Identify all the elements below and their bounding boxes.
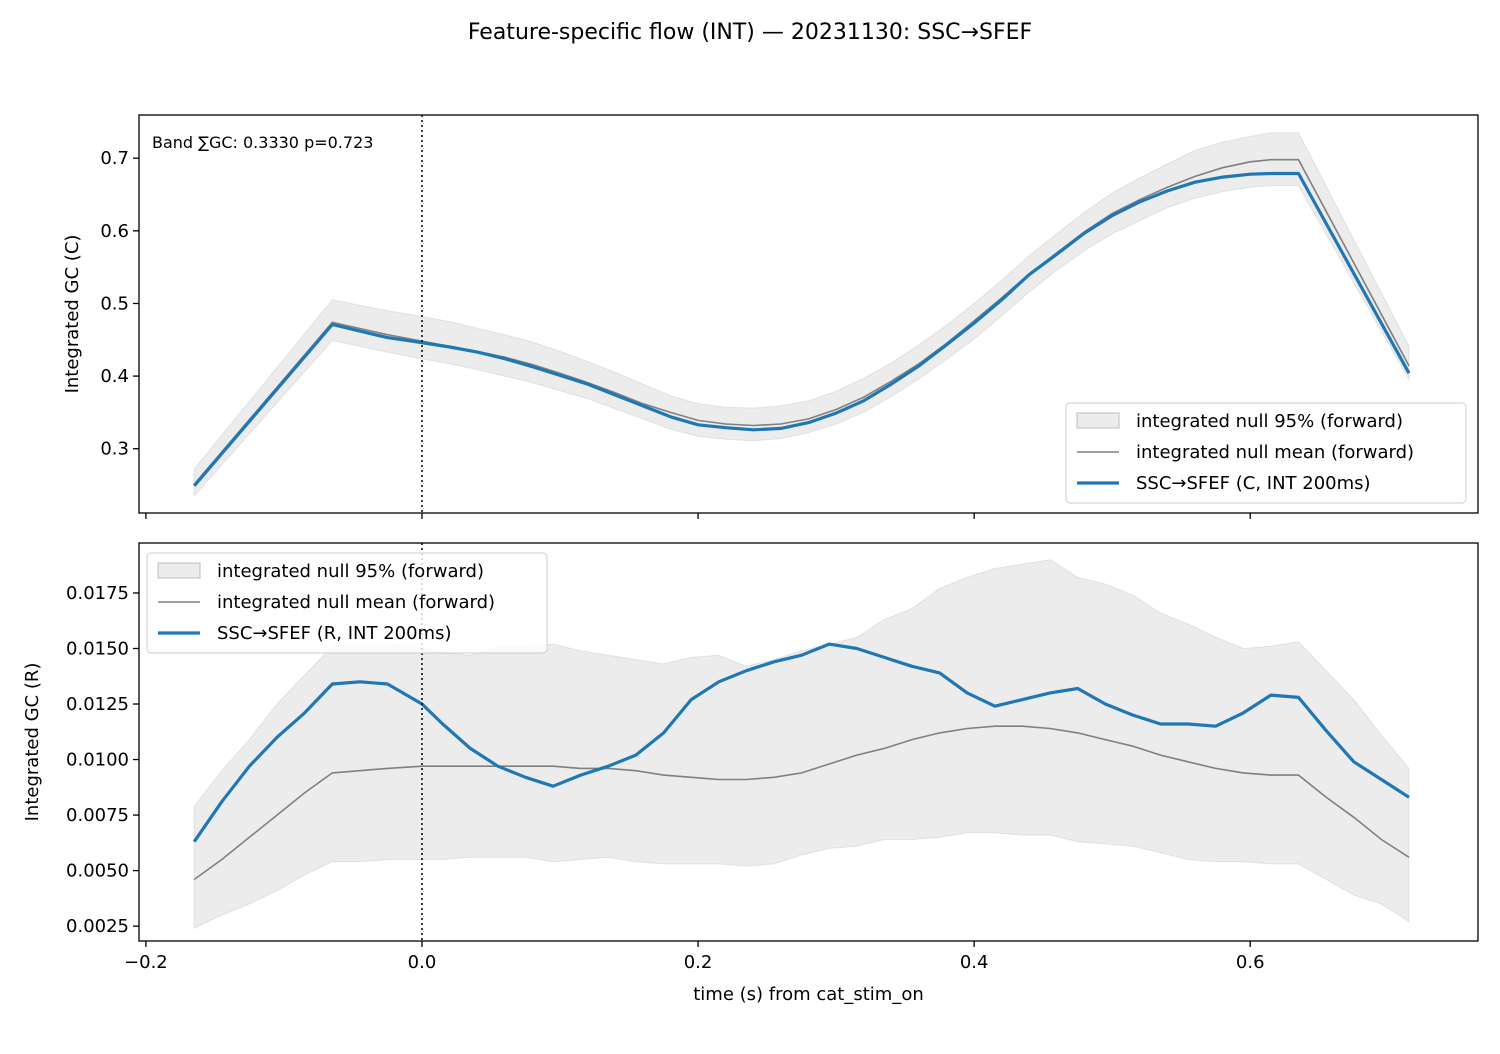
legend-band-label-bottom: integrated null 95% (forward) bbox=[217, 561, 484, 582]
legend-mean-label-bottom: integrated null mean (forward) bbox=[217, 592, 495, 613]
x-tick-label: 0.6 bbox=[1236, 952, 1265, 973]
null-mean-line bbox=[193, 725, 1410, 881]
legend-series-label-top: SSC→SFEF (C, INT 200ms) bbox=[1136, 473, 1371, 494]
legend-band-swatch-top bbox=[1076, 412, 1120, 429]
y-tick-label: 0.0050 bbox=[66, 861, 129, 882]
figure-title: Feature-specific flow (INT) — 20231130: … bbox=[468, 20, 1032, 45]
y-ticks-top: 0.3 0.4 0.5 0.6 0.7 bbox=[100, 148, 139, 460]
legend-frame-bottom bbox=[146, 552, 548, 654]
y-axis-label-bottom: Integrated GC (R) bbox=[22, 663, 43, 822]
y-tick-label: 0.7 bbox=[100, 148, 129, 169]
legend-bottom: integrated null 95% (forward) integrated… bbox=[146, 552, 548, 654]
axes-frame-top bbox=[138, 114, 1479, 514]
y-ticks-bottom: 0.0025 0.0050 0.0075 0.0100 0.0125 0.0150 0.01… bbox=[66, 583, 139, 937]
y-tick-label: 0.3 bbox=[100, 439, 129, 460]
y-tick-label: 0.0075 bbox=[66, 805, 129, 826]
axes-frame-bottom bbox=[138, 542, 1479, 942]
null-band-top bbox=[193, 132, 1410, 498]
null-band-area bbox=[193, 132, 1410, 498]
x-tick-label: 0.0 bbox=[408, 952, 437, 973]
y-tick-label: 0.0175 bbox=[66, 583, 129, 604]
legend-band-swatch-bottom bbox=[157, 562, 201, 579]
y-tick-label: 0.6 bbox=[100, 221, 129, 242]
legend-series-label-bottom: SSC→SFEF (R, INT 200ms) bbox=[217, 623, 451, 644]
legend-top: integrated null 95% (forward) integrated… bbox=[1065, 402, 1467, 504]
x-tick-label: 0.4 bbox=[960, 952, 989, 973]
y-tick-label: 0.0025 bbox=[66, 916, 129, 937]
series-line-top bbox=[192, 171, 1411, 487]
y-axis-label-top: Integrated GC (C) bbox=[62, 235, 83, 394]
legend-frame-top bbox=[1065, 402, 1467, 504]
x-ticks-bottom: −0.2 0.0 0.2 0.4 0.6 bbox=[124, 941, 1265, 973]
null-mean-line-bottom bbox=[193, 725, 1410, 881]
legend-mean-label-top: integrated null mean (forward) bbox=[1136, 442, 1414, 463]
x-tick-label: 0.2 bbox=[684, 952, 713, 973]
series-line-bottom bbox=[192, 642, 1410, 843]
y-tick-label: 0.0100 bbox=[66, 750, 129, 771]
y-tick-label: 0.5 bbox=[100, 293, 129, 314]
legend-band-label-top: integrated null 95% (forward) bbox=[1136, 411, 1403, 432]
y-tick-label: 0.4 bbox=[100, 366, 129, 387]
series-line bbox=[192, 171, 1411, 487]
bottom-panel: 0.0025 0.0050 0.0075 0.0100 0.0125 0.0150 0.01… bbox=[22, 542, 1479, 1005]
band-annotation: Band ∑GC: 0.3330 p=0.723 bbox=[152, 133, 373, 152]
x-ticks-top bbox=[145, 513, 1251, 519]
y-tick-label: 0.0125 bbox=[66, 694, 129, 715]
top-panel: 0.3 0.4 0.5 0.6 0.7 Integrated GC (C) Band ∑… bbox=[62, 114, 1479, 519]
x-tick-label: −0.2 bbox=[124, 952, 168, 973]
x-axis-label: time (s) from cat_stim_on bbox=[693, 984, 924, 1005]
y-tick-label: 0.0150 bbox=[66, 638, 129, 659]
series-line bbox=[192, 642, 1410, 843]
